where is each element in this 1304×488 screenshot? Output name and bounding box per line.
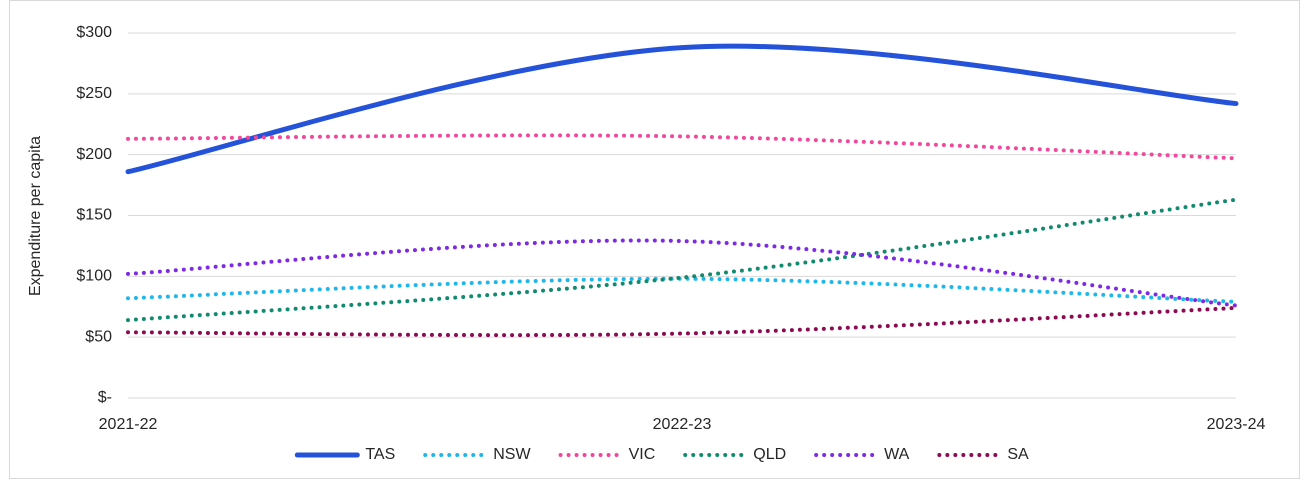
legend-label: WA [884, 446, 910, 463]
series-line [126, 197, 1238, 323]
x-tick-label: 2023-24 [1207, 416, 1266, 433]
legend-label: NSW [493, 446, 531, 463]
series-line [125, 43, 1239, 175]
y-tick-label: $150 [76, 207, 112, 224]
legend-label: QLD [753, 446, 786, 463]
y-tick-label: $- [98, 389, 112, 406]
series-line [126, 305, 1238, 338]
series-line [126, 133, 1238, 161]
legend-label: SA [1007, 446, 1029, 463]
legend-label: TAS [365, 446, 395, 463]
x-tick-label: 2021-22 [99, 416, 158, 433]
y-axis-label: Expenditure per capita [27, 136, 44, 296]
series-line [126, 276, 1238, 304]
y-tick-label: $250 [76, 85, 112, 102]
x-tick-label: 2022-23 [653, 416, 712, 433]
series-line [126, 238, 1238, 308]
y-tick-label: $100 [76, 268, 112, 285]
y-tick-label: $300 [76, 24, 112, 41]
legend-label: VIC [629, 446, 656, 463]
y-tick-label: $50 [85, 328, 112, 345]
y-tick-label: $200 [76, 146, 112, 163]
